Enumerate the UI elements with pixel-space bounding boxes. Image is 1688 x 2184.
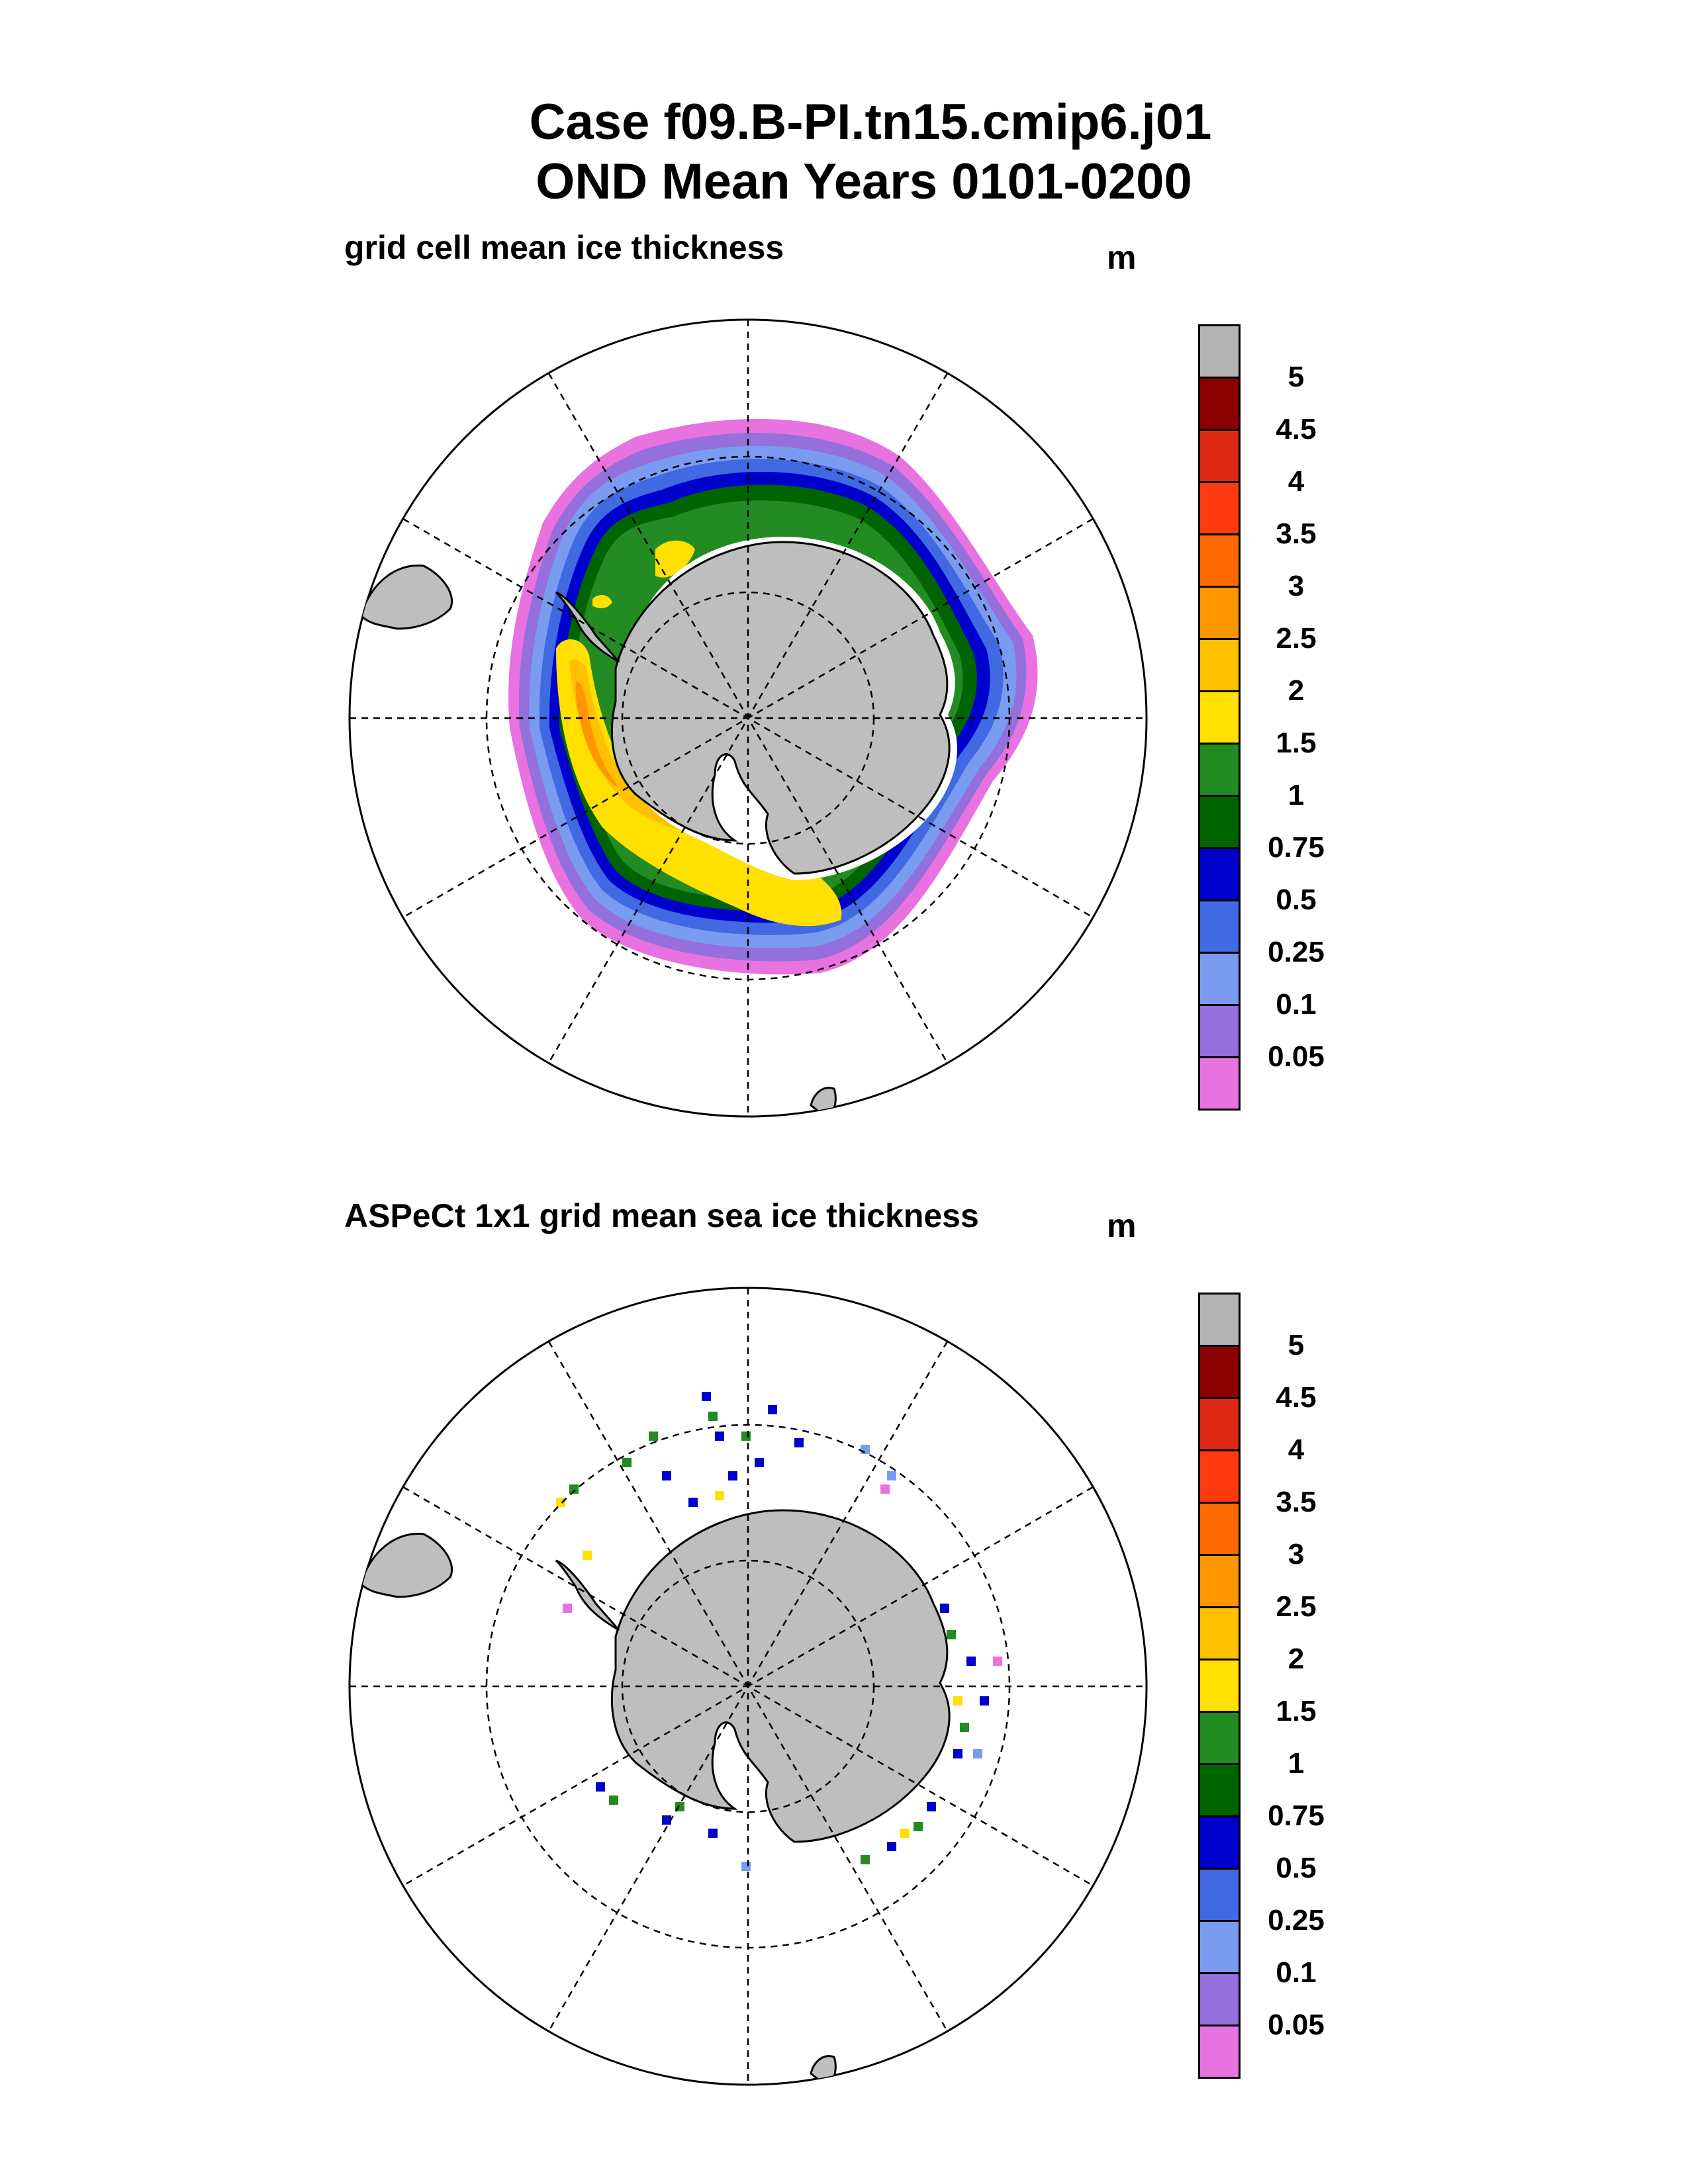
colorbar-1-tick-label: 0.5	[1276, 884, 1317, 916]
colorbar-2-tick-label: 2.5	[1276, 1590, 1317, 1623]
colorbar-1-swatch	[1198, 324, 1241, 379]
figure-subtitle: OND Mean Years 0101-0200	[536, 154, 1192, 210]
colorbar-1-swatch	[1198, 377, 1241, 431]
colorbar-2-swatch	[1198, 1554, 1241, 1608]
colorbar-1-tick-label: 1.5	[1276, 727, 1317, 759]
colorbar-1-swatch	[1198, 1056, 1241, 1111]
colorbar-2-tick-label: 0.05	[1268, 2009, 1325, 2041]
colorbar-1-swatch	[1198, 533, 1241, 588]
panel2-unit: m	[1107, 1207, 1137, 1244]
colorbar-2-swatch	[1198, 1920, 1241, 1974]
colorbar-2-swatch	[1198, 1659, 1241, 1713]
colorbar-1-tick-label: 3.5	[1276, 518, 1317, 550]
colorbar-2-tick-label: 0.75	[1268, 1799, 1325, 1832]
colorbar-2-tick-label: 0.25	[1268, 1904, 1325, 1936]
colorbar-2-swatch	[1198, 1345, 1241, 1399]
colorbar-1-swatch	[1198, 690, 1241, 745]
panel2-map	[348, 1287, 1148, 2086]
colorbar-1-swatch	[1198, 481, 1241, 535]
colorbar-2-swatch	[1198, 1606, 1241, 1661]
colorbar-2-swatch	[1198, 1763, 1241, 1817]
colorbar-2-tick-label: 1.5	[1276, 1695, 1317, 1727]
colorbar-1-tick-label: 0.25	[1268, 936, 1325, 968]
colorbar-1-swatch	[1198, 429, 1241, 483]
panel1-map	[348, 318, 1148, 1118]
colorbar-1-tick-label: 5	[1288, 361, 1305, 393]
colorbar-2-swatch	[1198, 1502, 1241, 1556]
colorbar-2-tick-label: 2	[1288, 1643, 1305, 1675]
colorbar-2-swatch	[1198, 1293, 1241, 1347]
colorbar-2-swatch	[1198, 1868, 1241, 1922]
colorbar-1-swatch	[1198, 847, 1241, 901]
colorbar-2-swatch	[1198, 1711, 1241, 1765]
panel1-unit: m	[1107, 239, 1137, 276]
colorbar-1-swatch	[1198, 638, 1241, 692]
figure-title: Case f09.B-PI.tn15.cmip6.j01	[529, 94, 1212, 150]
colorbar-1-tick-label: 4.5	[1276, 413, 1317, 445]
colorbar-1-tick-label: 0.75	[1268, 831, 1325, 864]
colorbar-2-tick-label: 0.1	[1276, 1956, 1317, 1989]
colorbar-1-tick-label: 1	[1288, 779, 1305, 811]
colorbar-1-tick-label: 3	[1288, 570, 1305, 602]
colorbar-2-swatch	[1198, 1972, 1241, 2026]
colorbar-1-tick-label: 0.1	[1276, 988, 1317, 1021]
panel2-subtitle: ASPeCt 1x1 grid mean sea ice thickness	[344, 1197, 979, 1234]
colorbar-1-swatch	[1198, 743, 1241, 797]
colorbar-2-tick-label: 0.5	[1276, 1852, 1317, 1884]
panel1-subtitle: grid cell mean ice thickness	[344, 229, 784, 266]
colorbar-2-swatch	[1198, 1449, 1241, 1504]
colorbar-1-swatch	[1198, 1004, 1241, 1058]
colorbar-2-tick-label: 4.5	[1276, 1381, 1317, 1414]
colorbar-2-tick-label: 3.5	[1276, 1486, 1317, 1518]
colorbar-2-swatch	[1198, 1815, 1241, 1870]
colorbar-1-swatch	[1198, 899, 1241, 954]
colorbar-1-swatch	[1198, 586, 1241, 640]
colorbar-1-tick-label: 0.05	[1268, 1040, 1325, 1073]
colorbar-1-swatch	[1198, 952, 1241, 1006]
colorbar-2-tick-label: 4	[1288, 1433, 1305, 1466]
colorbar-1-tick-label: 4	[1288, 465, 1305, 498]
colorbar-2-tick-label: 1	[1288, 1747, 1305, 1780]
colorbar-1-swatch	[1198, 795, 1241, 849]
colorbar-2-tick-label: 5	[1288, 1329, 1305, 1361]
colorbar-1-tick-label: 2.5	[1276, 622, 1317, 655]
colorbar-1-tick-label: 2	[1288, 674, 1305, 707]
colorbar-2-swatch	[1198, 2025, 1241, 2079]
colorbar-2-tick-label: 3	[1288, 1538, 1305, 1570]
colorbar-2-swatch	[1198, 1397, 1241, 1451]
